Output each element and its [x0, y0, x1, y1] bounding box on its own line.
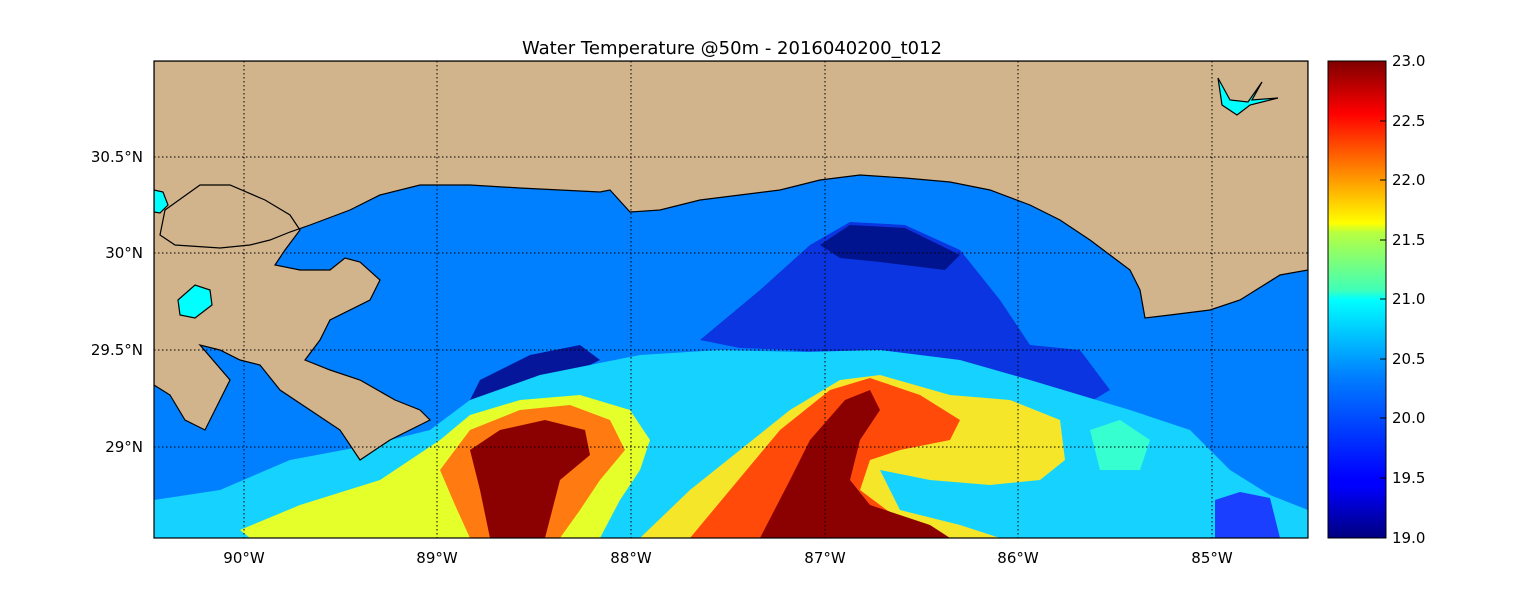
- cool-plume: [700, 222, 1110, 420]
- lon-label-90w: 90°W: [223, 549, 265, 567]
- lon-label-88w: 88°W: [610, 549, 652, 567]
- hot-core-east: [760, 390, 950, 538]
- map-title: Water Temperature @50m - 2016040200_t012: [522, 38, 942, 59]
- cool-patch-east: [1215, 492, 1280, 538]
- colorbar-label-21-0: 21.0: [1392, 290, 1425, 308]
- lon-axis-labels: 90°W 89°W 88°W 87°W 86°W 85°W: [223, 549, 1233, 567]
- temperature-field: [154, 222, 1308, 538]
- colorbar-ticks: [1380, 60, 1386, 539]
- lat-label-30n: 30°N: [105, 244, 143, 262]
- map-frame: [153, 60, 1309, 539]
- map-panel: [154, 61, 1308, 538]
- lon-label-89w: 89°W: [416, 549, 458, 567]
- cyan-eddy: [1090, 420, 1150, 470]
- lakes: [154, 77, 1279, 319]
- colorbar-label-22-5: 22.5: [1392, 112, 1425, 130]
- lake-pontchartrain-west: [177, 284, 213, 319]
- lat-label-30-5n: 30.5°N: [91, 148, 143, 166]
- colorbar-label-19-0: 19.0: [1392, 529, 1425, 547]
- lat-label-29n: 29°N: [105, 438, 143, 456]
- colorbar-label-20-0: 20.0: [1392, 409, 1425, 427]
- colorbar-labels: 19.0 19.5 20.0 20.5 21.0 21.5 22.0 22.5 …: [1392, 52, 1425, 547]
- lat-axis-labels: 29°N 29.5°N 30°N 30.5°N: [91, 148, 143, 456]
- land: [154, 61, 1308, 461]
- lat-label-29-5n: 29.5°N: [91, 341, 143, 359]
- land-north-coast: [154, 61, 1308, 461]
- lon-label-85w: 85°W: [1191, 549, 1233, 567]
- cold-core: [820, 225, 960, 270]
- colorbar-label-22-0: 22.0: [1392, 171, 1425, 189]
- lon-label-86w: 86°W: [997, 549, 1039, 567]
- colorbar-label-21-5: 21.5: [1392, 231, 1425, 249]
- colorbar-label-23-0: 23.0: [1392, 52, 1425, 70]
- colorbar-label-19-5: 19.5: [1392, 469, 1425, 487]
- hot-core-west: [470, 420, 590, 538]
- lake-northeast: [1217, 77, 1279, 116]
- colorbar: 19.0 19.5 20.0 20.5 21.0 21.5 22.0 22.5 …: [1327, 52, 1425, 547]
- gridlines: [154, 61, 1308, 538]
- colorbar-ramp: [1327, 60, 1387, 539]
- colorbar-label-20-5: 20.5: [1392, 350, 1425, 368]
- lon-label-87w: 87°W: [804, 549, 846, 567]
- lake-northwest: [154, 189, 169, 214]
